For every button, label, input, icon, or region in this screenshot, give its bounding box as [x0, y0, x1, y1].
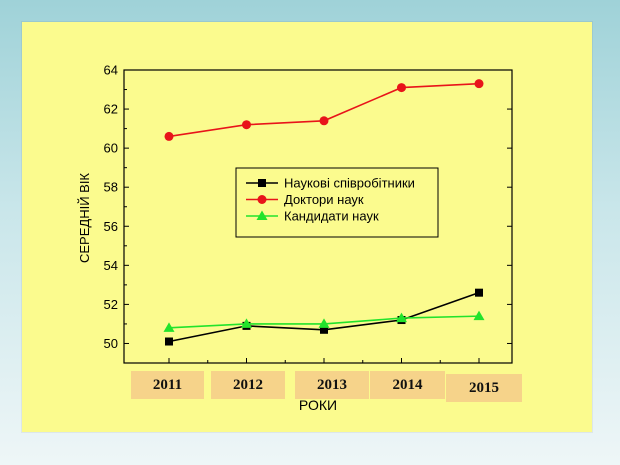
x-axis-label: РОКИ: [299, 397, 337, 413]
y-tick-label: 62: [104, 102, 118, 117]
data-point: [241, 318, 252, 328]
data-point: [165, 337, 173, 346]
data-point: [242, 120, 251, 130]
x-axis: [168, 358, 480, 363]
data-point: [396, 312, 407, 323]
x-tick-label: 2011: [131, 371, 204, 399]
data-point: [164, 131, 174, 141]
data-point: [320, 325, 328, 334]
plot-area-frame: [123, 69, 513, 364]
legend-item: Наукові співробітники: [246, 176, 415, 191]
y-axis: 50 52 54 56 58 60 62 64: [104, 63, 512, 364]
legend-marker: [257, 195, 267, 204]
legend-label: Кандидати наук: [284, 209, 379, 224]
y-axis-label: СЕРЕДНІЙ ВІК: [77, 173, 92, 263]
data-point: [319, 116, 329, 126]
legend-box: [235, 167, 439, 238]
y-tick-label: 60: [104, 141, 118, 156]
y-tick-label: 56: [104, 219, 118, 234]
x-tick-label: 2012: [211, 371, 285, 399]
legend-label: Наукові співробітники: [284, 176, 415, 191]
series-3: [163, 310, 485, 332]
data-point: [397, 83, 406, 93]
data-point: [318, 318, 330, 328]
series-2: [164, 79, 484, 141]
data-point: [163, 322, 175, 332]
y-tick-label: 64: [104, 63, 118, 78]
legend-marker: [256, 210, 268, 220]
legend-marker: [258, 179, 266, 187]
series-layer: [163, 79, 485, 346]
y-tick-label: 54: [104, 258, 118, 273]
chart-panel: 50 52 54 56 58 60 62 64 СЕРЕДНІЙ ВІК РОКИ Науко…: [22, 22, 592, 432]
legend-label: Доктори наук: [284, 192, 364, 207]
x-tick-label: 2013: [295, 371, 369, 399]
series-line: [168, 82, 480, 138]
data-point: [473, 310, 485, 321]
y-tick-label: 50: [104, 336, 118, 351]
line-chart: 50 52 54 56 58 60 62 64 СЕРЕДНІЙ ВІК РОКИ Науко…: [77, 63, 513, 413]
data-point: [474, 79, 484, 89]
x-tick-label: 2014: [370, 371, 445, 399]
x-tick-label: 2015: [446, 374, 522, 402]
data-point: [475, 288, 483, 297]
y-tick-label: 52: [104, 297, 118, 312]
legend-item: Кандидати наук: [246, 209, 379, 224]
legend-item: Доктори наук: [246, 192, 364, 207]
y-tick-label: 58: [104, 180, 118, 195]
